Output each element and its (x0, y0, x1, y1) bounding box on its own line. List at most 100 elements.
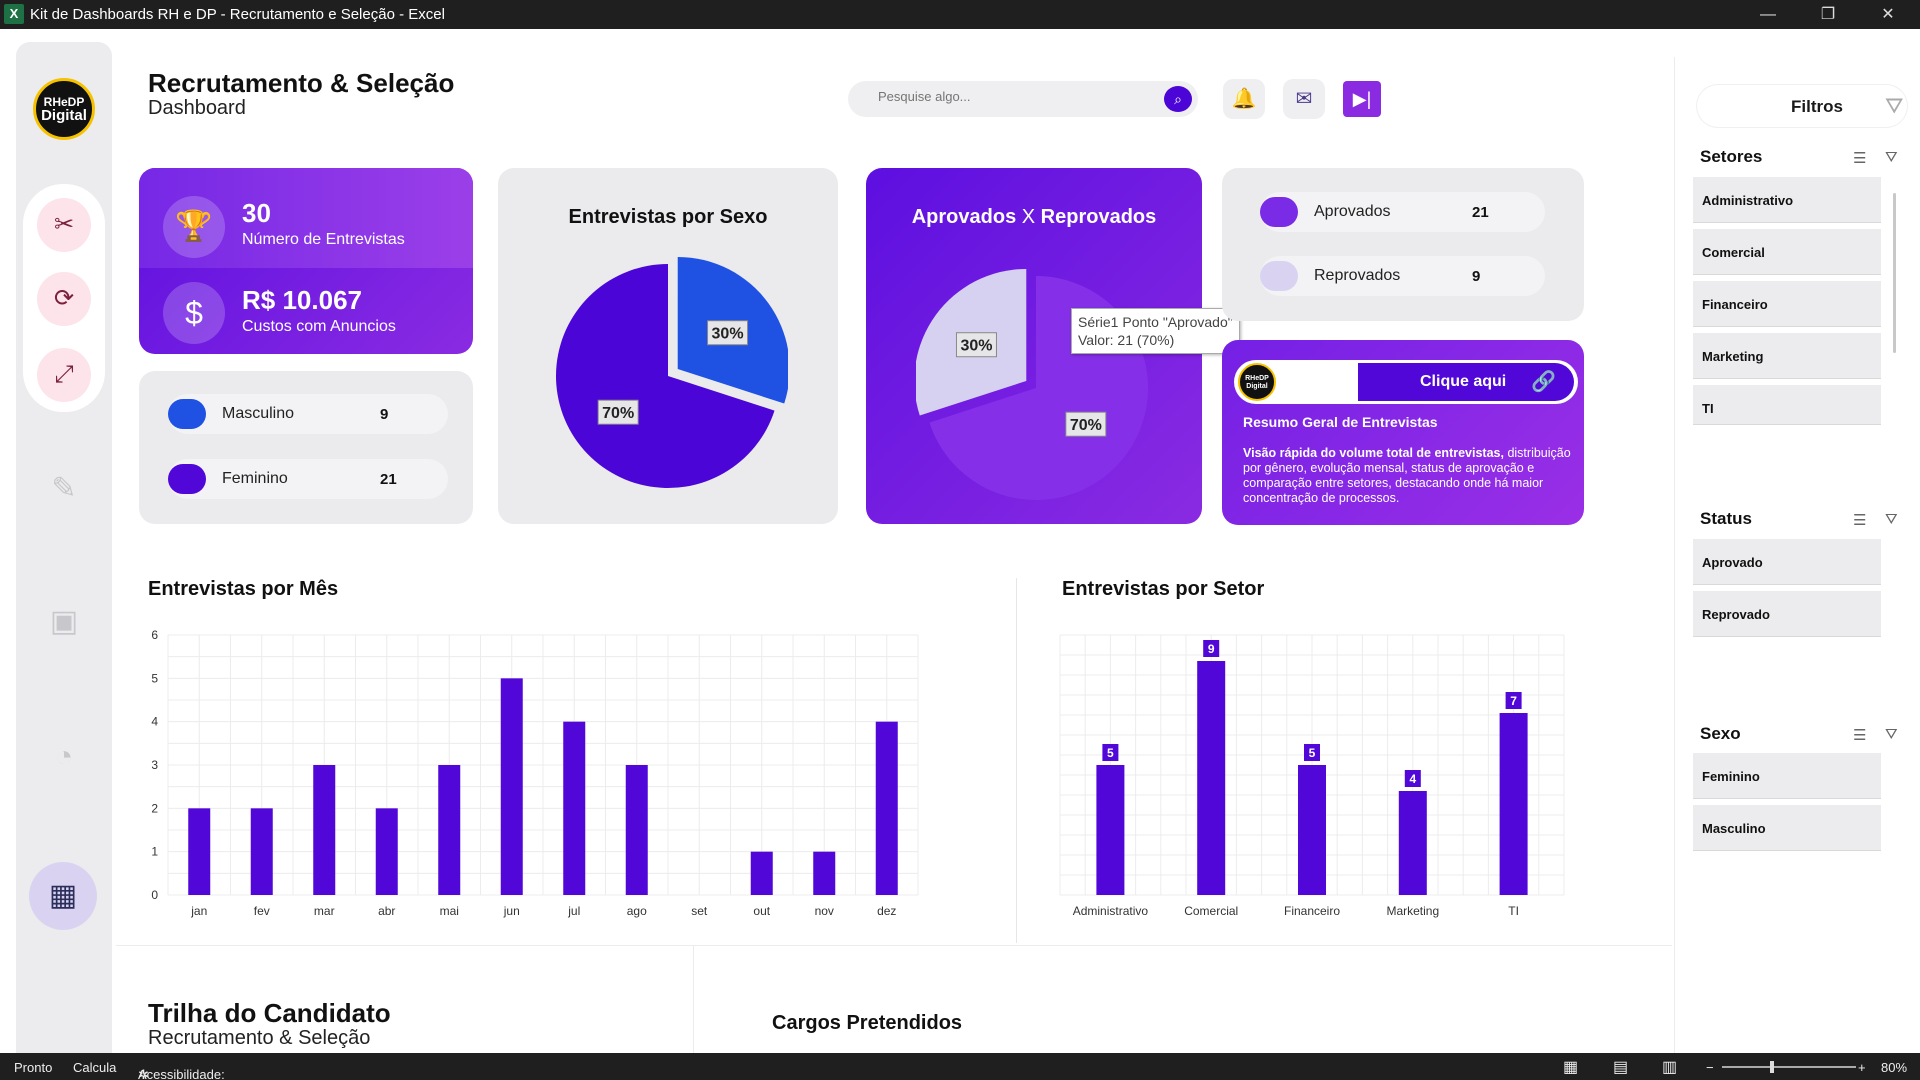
slicer-item-ti[interactable]: TI (1693, 385, 1881, 425)
filter-panel: Filtros ⛛ Setores ☰ ⛛ Administrativo Com… (1674, 57, 1920, 1053)
pie-slice-feminino[interactable] (556, 264, 775, 488)
bar-dez[interactable] (875, 721, 898, 895)
nav-recruitment-icon[interactable]: ✂ (37, 198, 91, 252)
bar-abr[interactable] (375, 808, 398, 895)
bar-marketing[interactable] (1398, 791, 1427, 895)
zoom-out-button[interactable]: − (1706, 1060, 1714, 1075)
legend-swatch (1260, 261, 1298, 291)
legend-reprovados: Reprovados 9 (1260, 256, 1545, 296)
multi-select-icon[interactable]: ☰ (1853, 727, 1867, 744)
legend-aprovados: Aprovados 21 (1260, 192, 1545, 232)
close-button[interactable]: ✕ (1881, 6, 1895, 23)
legend-value: 9 (1472, 268, 1481, 285)
pie-data-label: 30% (712, 326, 744, 343)
expand-icon[interactable]: ⤢ (37, 348, 91, 402)
mail-icon[interactable]: ✉ (1283, 79, 1325, 119)
pie-data-label: 70% (602, 405, 634, 422)
zoom-slider-handle[interactable] (1770, 1061, 1774, 1073)
slicer-item-masculino[interactable]: Masculino (1693, 805, 1881, 851)
pie-chart-icon[interactable]: ◔ (54, 740, 74, 773)
multi-select-icon[interactable]: ☰ (1853, 512, 1867, 529)
legend-swatch (168, 464, 206, 494)
zoom-level[interactable]: 80% (1881, 1060, 1908, 1075)
status-calc[interactable]: Calcula (73, 1060, 117, 1075)
accessibility-icon: ✲ (138, 1067, 149, 1080)
bar-administrativo[interactable] (1096, 765, 1125, 895)
bar-fev[interactable] (250, 808, 273, 895)
search-icon[interactable]: ⌕ (1164, 86, 1192, 112)
chart-tooltip: Série1 Ponto "Aprovado" Valor: 21 (70%) (1071, 308, 1240, 354)
bar-nov[interactable] (813, 851, 836, 895)
link-pill[interactable]: RHeDP Digital Clique aqui 🔗 (1234, 360, 1578, 404)
bar-out[interactable] (750, 851, 773, 895)
bar-comercial[interactable] (1197, 661, 1226, 895)
logo: RHeDP Digital (33, 78, 95, 140)
bar-financeiro[interactable] (1298, 765, 1326, 895)
restore-button[interactable]: ❐ (1820, 6, 1836, 23)
data-label-bg (1404, 770, 1421, 787)
legend-masculino: Masculino 9 (168, 394, 448, 434)
x-tick-label: fev (254, 904, 270, 918)
slicer-item-financeiro[interactable]: Financeiro (1693, 281, 1881, 327)
custos-value: R$ 10.067 (242, 285, 362, 315)
pie-label-bg (1065, 411, 1107, 437)
status-ready: Pronto (14, 1060, 53, 1075)
trophy-icon: 🏆 (163, 196, 225, 258)
search-input[interactable] (878, 89, 1138, 104)
bar-jan[interactable] (188, 808, 211, 895)
slicer-item-reprovado[interactable]: Reprovado (1693, 591, 1881, 637)
status-title: Status (1700, 509, 1752, 528)
entrevistas-label: Número de Entrevistas (242, 231, 405, 248)
sexo-chart-title: Entrevistas por Sexo (568, 206, 768, 228)
bar-jun[interactable] (500, 678, 523, 895)
page-break-icon[interactable]: ▥ (1662, 1059, 1678, 1076)
bell-icon[interactable]: 🔔 (1223, 79, 1265, 119)
page-layout-icon[interactable]: ▤ (1613, 1059, 1629, 1076)
scrollbar[interactable] (1893, 193, 1896, 353)
bar-data-label: 5 (1107, 746, 1114, 760)
bar-mar[interactable] (313, 765, 336, 895)
normal-view-icon[interactable]: ▦ (1563, 1059, 1579, 1076)
bar-jul[interactable] (563, 721, 586, 895)
zoom-slider[interactable] (1722, 1066, 1856, 1068)
zoom-in-button[interactable]: + (1858, 1060, 1866, 1075)
bar-data-label: 9 (1208, 642, 1215, 656)
data-label-bg (1203, 640, 1220, 657)
legend-label: Reprovados (1314, 267, 1401, 284)
bar-mai[interactable] (438, 765, 461, 895)
clique-aqui-button[interactable]: Clique aqui 🔗 (1358, 363, 1574, 401)
x-tick-label: ago (627, 904, 647, 918)
sexo-pie-card: Entrevistas por Sexo 30% 70% (498, 168, 838, 524)
y-tick-label: 5 (151, 671, 158, 685)
x-tick-label: mai (440, 904, 459, 918)
slicer-item-aprovado[interactable]: Aprovado (1693, 539, 1881, 585)
multi-select-icon[interactable]: ☰ (1853, 150, 1867, 167)
slicer-item-administrativo[interactable]: Administrativo (1693, 177, 1881, 223)
x-tick-label: jul (567, 904, 580, 918)
clear-filter-icon[interactable]: ⛛ (1885, 149, 1898, 166)
bar-ti[interactable] (1499, 713, 1528, 895)
nav-group: ✂ ⟳ ⤢ (23, 184, 105, 412)
data-label-bg (1304, 744, 1320, 761)
refresh-icon[interactable]: ⟳ (37, 272, 91, 326)
setor-bar-chart: Administrativo 5 Comercial 9 Financeiro 5 Mark… (1059, 634, 1565, 918)
briefcase-icon[interactable]: ▣ (49, 605, 79, 638)
x-tick-label: Comercial (1184, 904, 1238, 918)
filter-icon[interactable]: ⛛ (1885, 93, 1904, 118)
clear-filter-icon[interactable]: ⛛ (1885, 726, 1898, 743)
skip-next-button[interactable]: ▶| (1341, 79, 1383, 119)
slicer-item-marketing[interactable]: Marketing (1693, 333, 1881, 379)
custos-label: Custos com Anuncios (242, 318, 396, 335)
bar-ago[interactable] (625, 765, 648, 895)
mes-bar-chart: 0 1 2 3 4 5 6 jan fev mar abr mai jun jul ago set out nov… (151, 628, 919, 918)
clear-filter-icon[interactable]: ⛛ (1885, 511, 1898, 528)
bar-data-label: 7 (1510, 694, 1517, 708)
data-label-bg (1102, 744, 1119, 761)
setor-chart-title: Entrevistas por Setor (1062, 578, 1265, 600)
slicer-item-comercial[interactable]: Comercial (1693, 229, 1881, 275)
minimize-button[interactable]: — (1760, 6, 1776, 23)
edit-icon[interactable]: ✎ (51, 472, 77, 505)
dashboard-icon[interactable]: ▦ (29, 862, 97, 930)
slicer-item-feminino[interactable]: Feminino (1693, 753, 1881, 799)
legend-value: 21 (1472, 204, 1489, 221)
